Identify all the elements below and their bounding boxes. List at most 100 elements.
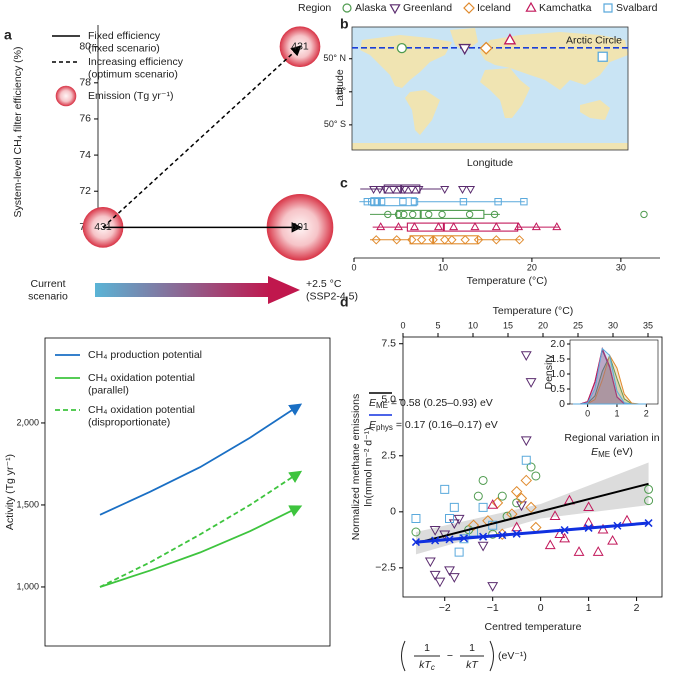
point: [502, 511, 512, 521]
x2-tick-label: 35: [643, 320, 653, 330]
point: [644, 484, 654, 494]
site-marker: [479, 41, 493, 55]
fit-point: [498, 531, 507, 540]
point: [409, 210, 417, 219]
point: [525, 378, 537, 388]
subscript: phys: [376, 423, 393, 432]
y-axis-title: Normalized methane emissionsln(mmol m⁻² …: [350, 394, 375, 540]
point: [394, 210, 403, 219]
subscript: ME: [376, 401, 388, 410]
subscript: ME: [598, 450, 610, 459]
fit-point: [431, 536, 440, 545]
point: [440, 484, 450, 494]
y-axis-title: Latitude: [334, 69, 346, 107]
denominator: kT: [419, 659, 432, 671]
inset-x-tick-label: 1: [614, 408, 619, 418]
x2-tick-label: 10: [468, 320, 478, 330]
point: [438, 210, 446, 219]
point: [449, 222, 459, 231]
point: [391, 235, 402, 245]
x-tick-label: −1: [487, 602, 499, 614]
point: [520, 436, 532, 447]
legend-label: Svalbard: [616, 2, 658, 14]
y-tick-label: 1,500: [16, 499, 39, 509]
formula-label: Ephys = 0.17 (0.16–0.17) eV: [369, 419, 498, 432]
point: [454, 547, 464, 557]
y-tick-label: 0°: [337, 86, 346, 96]
paren-open: [401, 640, 406, 672]
point: [388, 185, 398, 195]
point: [425, 210, 433, 219]
point: [440, 185, 450, 195]
legend-marker: [342, 3, 352, 13]
point: [395, 185, 405, 195]
y-tick-label: 0: [390, 506, 396, 518]
y-tick-label: 78: [79, 77, 91, 89]
x2-axis-title: Temperature (°C): [493, 305, 574, 317]
x-category-label: Current scenario: [28, 278, 68, 303]
site-marker: [458, 43, 471, 56]
box: [409, 235, 479, 245]
site-marker: [396, 43, 407, 54]
point: [511, 521, 523, 532]
x2-tick-label: 15: [503, 320, 513, 330]
point: [516, 501, 527, 512]
x-tick-label: −2: [439, 602, 451, 614]
point: [453, 514, 465, 525]
formula-unit: (eV⁻¹): [498, 650, 527, 662]
legend-marker: [389, 4, 401, 15]
point: [544, 539, 556, 550]
y-tick-label: 74: [79, 149, 91, 161]
text-line: (disproportionate): [88, 416, 170, 428]
point: [514, 222, 524, 231]
point: [434, 577, 446, 588]
point: [369, 185, 379, 195]
y-tick-label: 50° S: [324, 119, 346, 129]
point: [531, 222, 541, 231]
text-line: Normalized methane emissions: [350, 394, 362, 540]
y-tick-label: 76: [79, 113, 91, 125]
point: [644, 496, 654, 506]
symbol: E: [369, 419, 377, 431]
point: [400, 210, 408, 219]
y-tick-label: 72: [79, 185, 91, 197]
activity-line: [99, 403, 303, 516]
fit-point: [584, 523, 593, 532]
legend-title: Region: [298, 2, 331, 14]
point: [457, 185, 468, 195]
legend-bubble: [55, 85, 77, 107]
inset-x-tick-label: 0: [585, 408, 590, 418]
point: [445, 514, 455, 524]
point: [494, 198, 502, 206]
subscript: c: [431, 663, 435, 672]
legend-label: Increasing efficiency (optimum scenario): [88, 56, 184, 81]
text-line: (SSP2-4.5): [306, 290, 358, 302]
point: [583, 501, 595, 512]
point: [592, 546, 604, 556]
point: [478, 475, 488, 485]
text: (eV): [610, 446, 633, 458]
y-tick-label: 2,000: [16, 417, 39, 427]
box: [396, 209, 485, 219]
point: [407, 185, 417, 195]
text-line: (optimum scenario): [88, 68, 178, 80]
bubble-label: 431: [291, 40, 309, 52]
text-line: scenario: [28, 290, 68, 302]
x2-tick-label: 30: [608, 320, 618, 330]
point: [410, 198, 419, 206]
y-tick-label: 50° N: [323, 53, 346, 63]
point: [583, 517, 595, 527]
inset-x-title: Regional variation in: [564, 432, 659, 444]
legend-label: Emission (Tg yr⁻¹): [88, 90, 173, 102]
point: [521, 455, 531, 465]
site-marker: [597, 51, 608, 62]
point: [449, 502, 459, 512]
text-line: (fixed scenario): [88, 42, 160, 54]
x-tick-label: 0: [538, 602, 544, 614]
panel-label: a: [4, 27, 12, 43]
density-area: [572, 347, 647, 405]
point: [399, 198, 407, 206]
activity-line: [99, 470, 303, 588]
x2-tick-label: 25: [573, 320, 583, 330]
text: = 0.58 (0.25–0.93) eV: [388, 397, 493, 409]
